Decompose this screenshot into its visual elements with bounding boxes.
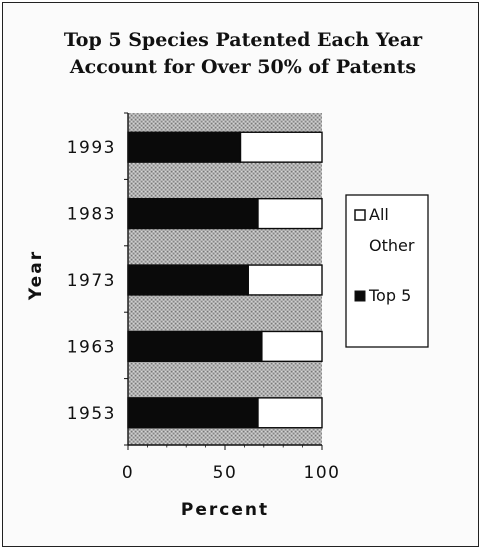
bar-all-other-1973	[247, 264, 323, 296]
bar-top-5-1983	[127, 197, 259, 230]
y-tick-label-1953: 1953	[67, 404, 116, 424]
bar-top-5-1963	[127, 330, 263, 363]
bar-chart: Top 5 Species Patented Each Year Account…	[26, 29, 429, 520]
legend-swatch-top-5	[354, 290, 366, 302]
chart-title-line-2: Account for Over 50% of Patents	[69, 56, 416, 78]
x-tick-label-100: 100	[304, 463, 341, 483]
legend-label-all-other-line-1: All	[369, 205, 389, 224]
bar-all-other-1963	[261, 330, 323, 363]
y-tick-label-1973: 1973	[67, 271, 116, 291]
x-tick-label-0: 0	[122, 463, 134, 483]
bar-top-5-1973	[127, 264, 249, 296]
chart-title-line-1: Top 5 Species Patented Each Year	[64, 29, 423, 51]
bar-all-other-1983	[257, 197, 323, 230]
legend: All Other Top 5	[345, 194, 429, 348]
bar-top-5-1953	[127, 397, 259, 429]
plot-area: 1993 1983 1973 1963 1953 0 50 100	[67, 112, 341, 483]
y-tick-label-1963: 1963	[67, 337, 116, 357]
legend-label-top-5: Top 5	[368, 286, 411, 305]
legend-label-all-other-line-2: Other	[369, 236, 415, 255]
y-tick-label-1983: 1983	[67, 205, 116, 225]
bar-all-other-1993	[239, 131, 323, 163]
y-axis-label: Year	[26, 250, 46, 301]
bar-top-5-1993	[127, 131, 242, 163]
legend-swatch-all-other	[354, 209, 366, 221]
x-tick-label-50: 50	[213, 463, 238, 483]
x-axis-label: Percent	[181, 500, 269, 520]
chart-frame: Top 5 Species Patented Each Year Account…	[2, 2, 479, 547]
y-tick-label-1993: 1993	[67, 138, 116, 158]
bar-all-other-1953	[257, 397, 323, 429]
